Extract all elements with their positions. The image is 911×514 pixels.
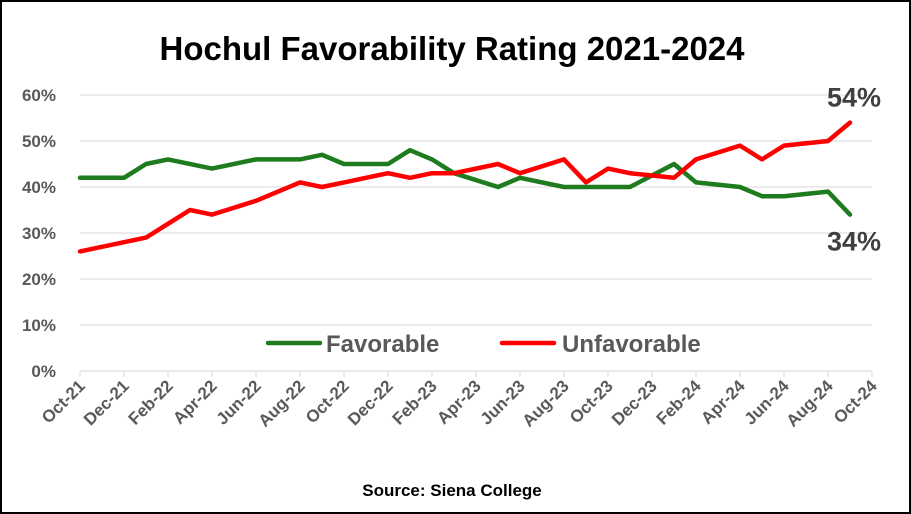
favorable-data-point xyxy=(628,185,632,189)
favorable-data-point xyxy=(254,157,258,161)
gridlines xyxy=(80,94,872,372)
unfavorable-data-point xyxy=(628,171,632,175)
x-tick-label: Feb-22 xyxy=(125,376,177,428)
favorable-data-point xyxy=(518,176,522,180)
y-tick-label: 50% xyxy=(22,132,56,151)
favorable-data-point xyxy=(342,162,346,166)
unfavorable-data-point xyxy=(320,185,324,189)
unfavorable-data-point xyxy=(166,222,170,226)
favorable-data-point xyxy=(606,185,610,189)
unfavorable-data-point xyxy=(452,171,456,175)
unfavorable-legend-label: Unfavorable xyxy=(562,331,701,358)
unfavorable-data-point xyxy=(188,208,192,212)
favorable-data-point xyxy=(782,194,786,198)
x-tick-label: Dec-22 xyxy=(344,376,397,429)
unfavorable-data-point xyxy=(826,139,830,143)
unfavorable-data-point xyxy=(496,162,500,166)
unfavorable-data-point xyxy=(584,180,588,184)
favorable-legend-label: Favorable xyxy=(326,331,439,358)
x-tick-label: Dec-23 xyxy=(608,376,661,429)
unfavorable-data-point xyxy=(210,213,214,217)
x-tick-label: Oct-23 xyxy=(566,376,617,427)
unfavorable-data-point xyxy=(694,157,698,161)
favorable-data-point xyxy=(496,185,500,189)
unfavorable-data-point xyxy=(386,171,390,175)
y-tick-label: 40% xyxy=(22,178,56,197)
y-tick-label: 0% xyxy=(31,362,56,381)
unfavorable-data-point xyxy=(408,176,412,180)
favorable-data-point xyxy=(430,157,434,161)
unfavorable-data-point xyxy=(782,144,786,148)
y-tick-label: 20% xyxy=(22,270,56,289)
end-annotations: 54% 34% xyxy=(827,83,881,257)
unfavorable-end-label: 54% xyxy=(827,83,881,113)
x-tick-label: Aug-24 xyxy=(783,376,838,431)
favorable-data-point xyxy=(298,157,302,161)
favorable-data-point xyxy=(672,162,676,166)
unfavorable-data-point xyxy=(518,171,522,175)
favorable-data-point xyxy=(210,167,214,171)
y-tick-label: 10% xyxy=(22,316,56,335)
y-tick-label: 30% xyxy=(22,224,56,243)
favorable-data-point xyxy=(166,157,170,161)
unfavorable-data-point xyxy=(122,240,126,244)
unfavorable-data-point xyxy=(430,171,434,175)
favorable-series-line xyxy=(77,147,853,217)
unfavorable-data-point xyxy=(672,176,676,180)
favorable-end-label: 34% xyxy=(827,227,881,257)
unfavorable-data-point xyxy=(848,121,852,125)
x-tick-label: Oct-21 xyxy=(38,376,89,427)
x-tick-label: Apr-24 xyxy=(697,376,749,428)
chart-title: Hochul Favorability Rating 2021-2024 xyxy=(159,30,745,67)
unfavorable-data-point xyxy=(78,249,82,253)
unfavorable-data-point xyxy=(298,180,302,184)
y-axis-ticks: 0% 10% 20% 30% 40% 50% 60% xyxy=(22,86,56,381)
x-tick-label: Aug-23 xyxy=(519,376,573,430)
unfavorable-data-point xyxy=(760,157,764,161)
x-tick-label: Dec-21 xyxy=(80,376,133,429)
x-tick-label: Aug-22 xyxy=(255,376,309,430)
favorable-data-point xyxy=(738,185,742,189)
favorable-data-point xyxy=(386,162,390,166)
unfavorable-data-point xyxy=(254,199,258,203)
x-tick-label: Oct-22 xyxy=(302,376,353,427)
unfavorable-data-point xyxy=(606,167,610,171)
x-tick-label: Apr-23 xyxy=(433,376,485,428)
favorable-data-point xyxy=(562,185,566,189)
x-tick-label: Feb-24 xyxy=(653,376,706,429)
unfavorable-data-point xyxy=(342,180,346,184)
series-lines xyxy=(77,120,853,254)
x-tick-label: Feb-23 xyxy=(389,376,441,428)
favorable-data-point xyxy=(144,162,148,166)
favorable-data-point xyxy=(408,148,412,152)
favorable-data-point xyxy=(760,194,764,198)
legend: Favorable Unfavorable xyxy=(265,331,701,358)
unfavorable-data-point xyxy=(562,157,566,161)
unfavorable-data-point xyxy=(144,236,148,240)
favorable-data-point xyxy=(826,190,830,194)
source-note: Source: Siena College xyxy=(362,481,542,500)
favorable-data-point xyxy=(848,213,852,217)
favorable-data-point xyxy=(694,180,698,184)
x-axis-ticks: Oct-21Dec-21Feb-22Apr-22Jun-22Aug-22Oct-… xyxy=(38,371,881,431)
favorable-data-point xyxy=(78,176,82,180)
favorable-data-point xyxy=(122,176,126,180)
x-tick-label: Apr-22 xyxy=(169,376,221,428)
y-tick-label: 60% xyxy=(22,86,56,105)
favorable-data-point xyxy=(320,153,324,157)
x-tick-label: Oct-24 xyxy=(830,376,881,427)
unfavorable-data-point xyxy=(738,144,742,148)
